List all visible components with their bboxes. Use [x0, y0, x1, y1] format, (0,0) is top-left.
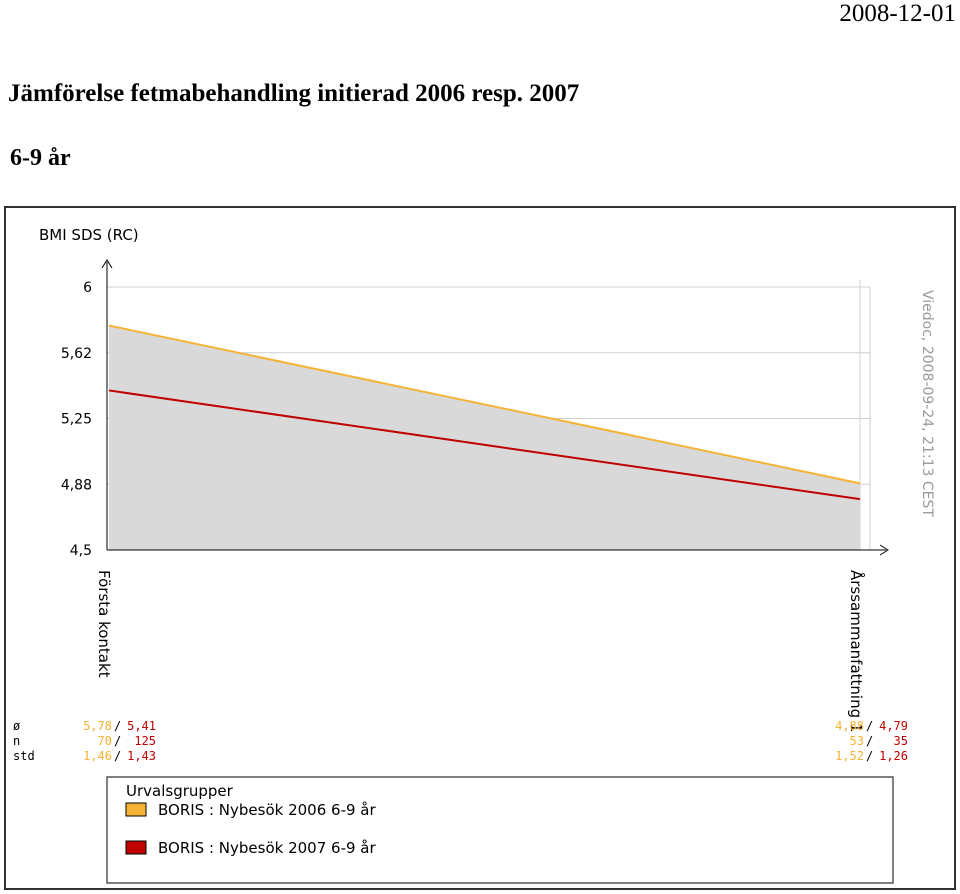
stat-row-label: std: [13, 749, 35, 763]
stat-separator: /: [866, 719, 873, 733]
bmi-chart: BMI SDS (RC) 6 5,62 5,25 4,88 4,5 Första kon…: [13, 226, 935, 884]
legend-label: BORIS : Nybesök 2007 6-9 år: [158, 839, 376, 857]
axes: [101, 259, 889, 556]
series-lines: [108, 324, 861, 501]
y-axis-arrow: [101, 259, 113, 269]
x-tick-label: Första kontakt: [95, 570, 113, 678]
legend-title: Urvalsgrupper: [126, 782, 234, 800]
stat-value-series-1: 53: [850, 734, 864, 748]
stat-value-series-2: 5,41: [127, 719, 156, 733]
y-tick-label: 4,5: [70, 543, 92, 559]
stat-separator: /: [114, 734, 121, 748]
y-tick-label: 4,88: [61, 477, 92, 493]
stat-value-series-1: 1,52: [835, 749, 864, 763]
stat-value-series-1: 70: [98, 734, 112, 748]
stat-separator: /: [114, 749, 121, 763]
legend: Urvalsgrupper BORIS : Nybesök 2006 6-9 å…: [106, 776, 894, 884]
stat-row-label: n: [13, 734, 20, 748]
stat-separator: /: [866, 749, 873, 763]
y-axis-title: BMI SDS (RC): [39, 226, 139, 244]
y-tick-labels: 6 5,62 5,25 4,88 4,5: [61, 280, 92, 559]
legend-swatch: [125, 840, 147, 855]
stat-value-series-2: 1,26: [879, 749, 908, 763]
legend-box: [106, 776, 894, 884]
x-axis-arrow: [879, 544, 889, 556]
stat-value-series-2: 35: [894, 734, 908, 748]
stat-value-series-1: 5,78: [83, 719, 112, 733]
watermark: Viedoc, 2008-09-24, 21:13 CEST: [919, 290, 935, 517]
legend-label: BORIS : Nybesök 2006 6-9 år: [158, 801, 376, 819]
stat-value-series-2: 4,79: [879, 719, 908, 733]
series-line-2: [108, 389, 861, 501]
y-tick-label: 5,62: [61, 346, 92, 362]
page-title: Jämförelse fetmabehandling initierad 200…: [8, 80, 580, 107]
legend-swatch: [125, 802, 147, 817]
series-line-1: [108, 324, 861, 485]
stat-value-series-2: 125: [134, 734, 156, 748]
legend-items: BORIS : Nybesök 2006 6-9 år BORIS : Nybes…: [125, 801, 376, 857]
y-tick-label: 6: [83, 280, 92, 296]
age-group-subtitle: 6-9 år: [10, 145, 71, 171]
stat-value-series-1: 4,88: [835, 719, 864, 733]
x-tick-labels: Första kontakt Årssammanfattning 1: [95, 570, 866, 732]
stat-value-series-1: 1,46: [83, 749, 112, 763]
x-tick-label: Årssammanfattning 1: [847, 570, 866, 732]
stat-separator: /: [866, 734, 873, 748]
statistics-table: ønstd5,78/5,4170/1251,46/1,434,88/4,7953…: [13, 719, 908, 763]
range-band: [109, 325, 860, 550]
stat-separator: /: [114, 719, 121, 733]
stat-value-series-2: 1,43: [127, 749, 156, 763]
report-date: 2008-12-01: [839, 0, 956, 27]
chart-frame: BMI SDS (RC) 6 5,62 5,25 4,88 4,5 Första kon…: [4, 206, 956, 890]
stat-row-label: ø: [13, 719, 20, 733]
y-tick-label: 5,25: [61, 412, 92, 428]
